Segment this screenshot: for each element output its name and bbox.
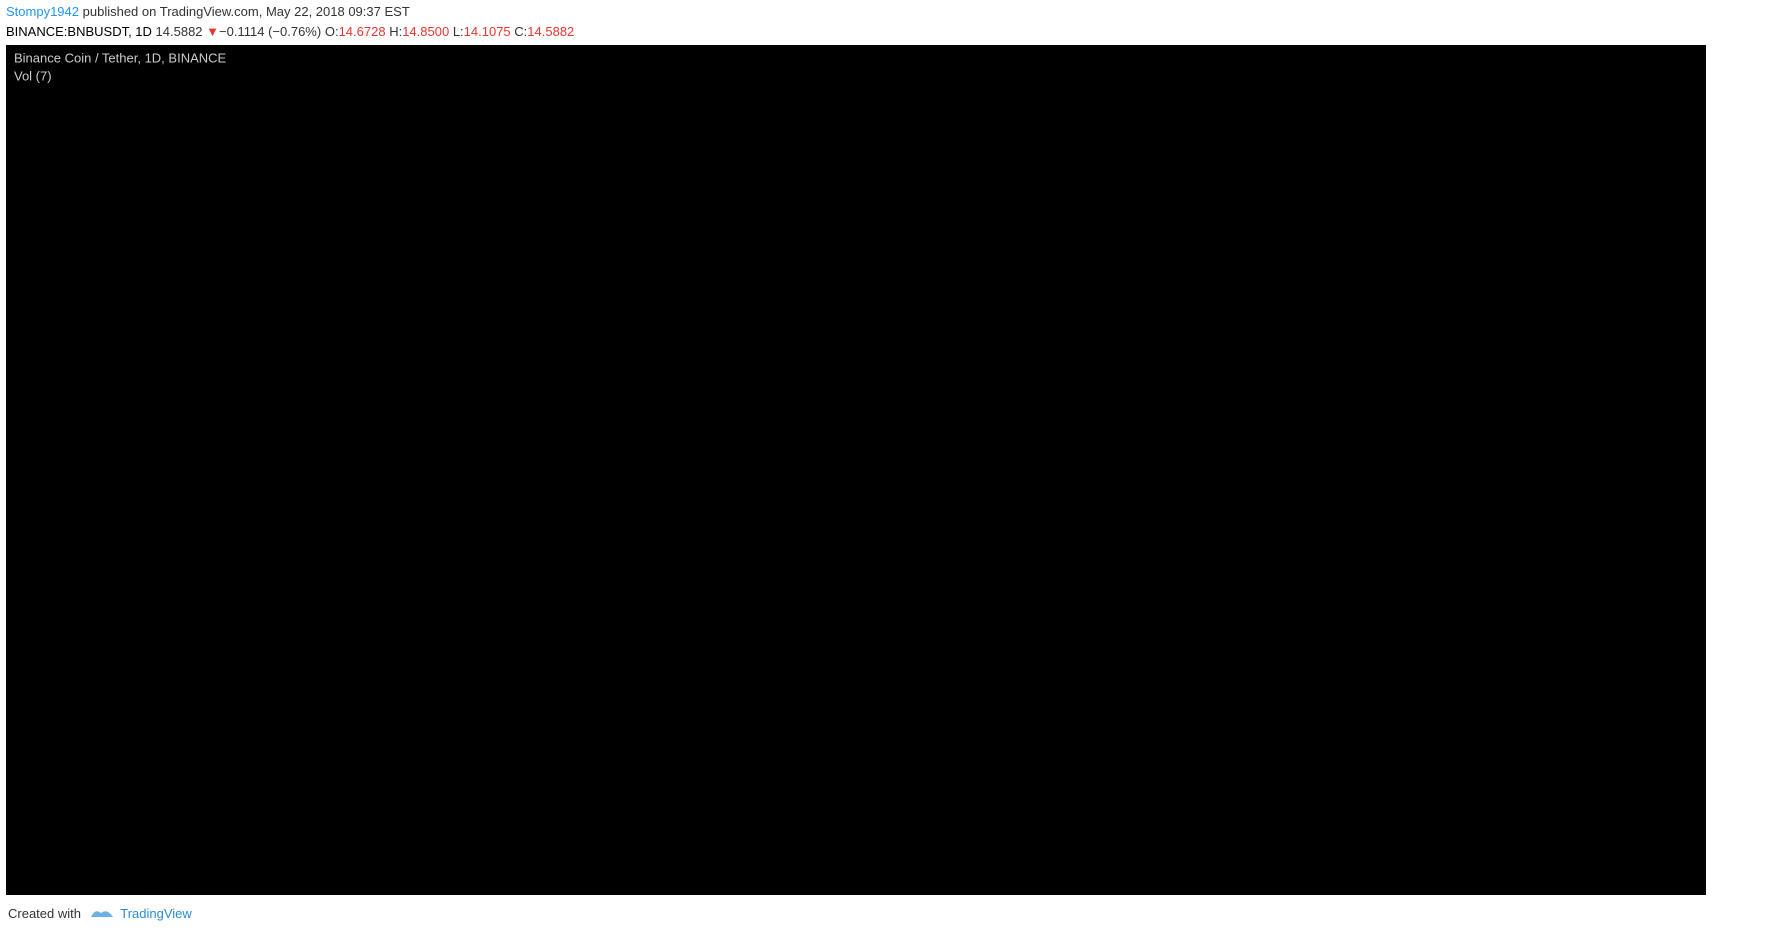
chart-title: Binance Coin / Tether, 1D, BINANCE (14, 50, 227, 65)
close: 14.5882 (527, 24, 575, 39)
l-label: L: (452, 24, 464, 39)
price-axis-background (1706, 45, 1765, 895)
open: 14.6728 (338, 24, 386, 39)
author[interactable]: Stompy1942 (6, 4, 79, 19)
brand-logo (90, 911, 113, 917)
last: 14.5882 (155, 24, 203, 39)
low: 14.1075 (463, 24, 511, 39)
chart: Binance Coin / Tether, 1D, BINANCE Vol (… (6, 45, 1765, 895)
change: −0.1114 (−0.76%) (219, 24, 322, 39)
footer: Created with TradingView (8, 904, 192, 921)
created-with: Created with (8, 906, 81, 921)
h-label: H: (389, 24, 403, 39)
c-label: C: (514, 24, 528, 39)
header: Stompy1942 published on TradingView.com,… (6, 2, 574, 42)
o-label: O: (324, 24, 339, 39)
header-line-1: Stompy1942 published on TradingView.com,… (6, 2, 574, 22)
high: 14.8500 (402, 24, 450, 39)
published: published on TradingView.com, May 22, 20… (82, 4, 410, 19)
symbol: BINANCE:BNBUSDT, 1D (6, 24, 152, 39)
plot-background (6, 45, 1706, 895)
volume-title: Vol (7) (14, 68, 52, 83)
arrow: ▼ (206, 24, 220, 39)
brand[interactable]: TradingView (120, 906, 192, 921)
header-line-2: BINANCE:BNBUSDT, 1D 14.5882 ▼−0.1114 (−0… (6, 22, 574, 42)
